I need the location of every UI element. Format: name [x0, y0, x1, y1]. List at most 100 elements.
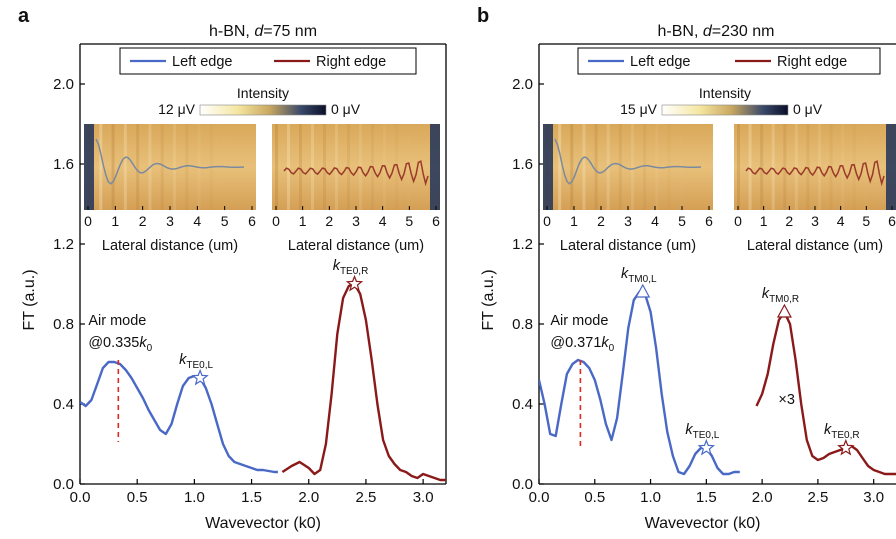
inset-tick-label: 2 [139, 213, 147, 229]
inset-stripe [558, 124, 562, 210]
inset-stripe [771, 124, 775, 210]
y-tick-label: 1.2 [512, 236, 533, 253]
inset-stripe [631, 124, 634, 210]
inset-stripe [323, 124, 326, 210]
inset-tick-label: 1 [760, 213, 768, 229]
inset-xlabel-R: Lateral distance (um) [288, 238, 424, 254]
x-tick-label: 0.5 [584, 489, 605, 506]
inset-tick-label: 2 [785, 213, 793, 229]
colorbar-min: 0 μV [793, 101, 823, 117]
y-tick-label: 0.8 [53, 316, 74, 333]
inset-tick-label: 6 [888, 213, 896, 229]
inset-stripe [760, 124, 764, 210]
x-tick-label: 1.0 [184, 489, 205, 506]
star-marker [191, 368, 209, 386]
inset-tick-label: 5 [862, 213, 870, 229]
inset-stripe [748, 124, 752, 210]
star-marker [345, 274, 364, 292]
inset-xlabel-L: Lateral distance (um) [102, 238, 238, 254]
inset-xlabel-R: Lateral distance (um) [747, 238, 883, 254]
series-line-right-edge [281, 282, 446, 482]
marker-label: kTE0,R [333, 258, 369, 277]
y-tick-label: 0.4 [512, 396, 533, 413]
inset-xlabel-L: Lateral distance (um) [560, 238, 696, 254]
panel-b: b h-BN, d=230 nm 0.0 0.5 1.0 1.5 2.0 2.5 3.0 0.0 0… [477, 5, 896, 532]
inset-edge [430, 124, 440, 210]
inset-stripe [643, 124, 647, 210]
inset-image-R [734, 124, 896, 210]
x-tick-label: 1.0 [640, 489, 661, 506]
x-tick-label: 3.0 [413, 489, 434, 506]
y-tick-label: 0.0 [512, 476, 533, 493]
colorbar [661, 104, 789, 116]
inset-stripe [806, 124, 810, 210]
inset-tick-label: 4 [193, 213, 201, 229]
y-axis-label: FT (a.u.) [21, 269, 38, 330]
triangle-marker [776, 303, 792, 318]
inset-tick-label: 4 [379, 213, 387, 229]
inset-stripe [173, 124, 176, 210]
triangle-marker [635, 283, 651, 298]
x-tick-label: 2.5 [356, 489, 377, 506]
inset-image-R [272, 124, 440, 210]
inset-trace-L [554, 138, 702, 185]
inset-stripe [594, 124, 598, 210]
inset-tick-label: 0 [734, 213, 742, 229]
y-tick-label: 2.0 [53, 76, 74, 93]
inset-tick-label: 0 [543, 213, 551, 229]
panel-letter: b [477, 5, 489, 27]
marker-label: kTE0,L [179, 352, 213, 371]
air-mode-label: Air mode [88, 313, 146, 329]
inset-tick-label: 1 [111, 213, 119, 229]
legend-box [577, 47, 881, 75]
inset-stripe [136, 124, 140, 210]
marker-label: kTM0,R [762, 286, 799, 305]
x-tick-label: 0.5 [127, 489, 148, 506]
inset-tick-label: 4 [837, 213, 845, 229]
colorbar-label: Intensity [237, 85, 289, 101]
inset-trace-R [283, 160, 429, 187]
colorbar-max: 15 μV [620, 101, 658, 117]
series-group [80, 282, 446, 482]
inset-stripe [299, 124, 302, 210]
inset-tick-label: 1 [570, 213, 578, 229]
inset-stripe [737, 124, 740, 210]
legend-label: Left edge [630, 54, 690, 70]
inset-stripe [335, 124, 338, 210]
legend-box [119, 47, 417, 75]
inset-stripe [618, 124, 622, 210]
inset-edge [543, 124, 553, 210]
inset-tick-label: 5 [405, 213, 413, 229]
panel-title: h-BN, d=230 nm [658, 23, 775, 40]
colorbar-max: 12 μV [158, 101, 196, 117]
inset-stripe [111, 124, 115, 210]
x-tick-label: 2.0 [298, 489, 319, 506]
x-axis-label: Wavevector (k0) [205, 515, 321, 532]
inset-tick-label: 2 [597, 213, 605, 229]
inset-stripe [287, 124, 290, 210]
inset-tick-label: 2 [325, 213, 333, 229]
inset-tick-label: 3 [352, 213, 360, 229]
inset-tick-label: 6 [705, 213, 713, 229]
y-tick-label: 1.6 [53, 156, 74, 173]
y-tick-label: 1.2 [53, 236, 74, 253]
inset-tick-label: 6 [248, 213, 256, 229]
panel-letter: a [18, 5, 30, 27]
colorbar [199, 104, 327, 116]
inset-trace-L [95, 138, 245, 185]
inset-stripe [123, 124, 127, 210]
series-line-right-edge [755, 310, 896, 476]
x-tick-label: 1.5 [241, 489, 262, 506]
inset-edge [84, 124, 94, 210]
inset-stripe [570, 124, 574, 210]
panel-title: h-BN, d=75 nm [209, 23, 317, 40]
y-tick-label: 0.8 [512, 316, 533, 333]
inset-stripe [311, 124, 314, 210]
air-mode-value: @0.371k0 [550, 335, 614, 354]
x-tick-label: 3.0 [863, 489, 884, 506]
inset-stripe [347, 124, 350, 210]
legend-label: Right edge [316, 54, 386, 70]
colorbar-min: 0 μV [331, 101, 361, 117]
star-marker [697, 438, 716, 456]
inset-tick-label: 0 [84, 213, 92, 229]
